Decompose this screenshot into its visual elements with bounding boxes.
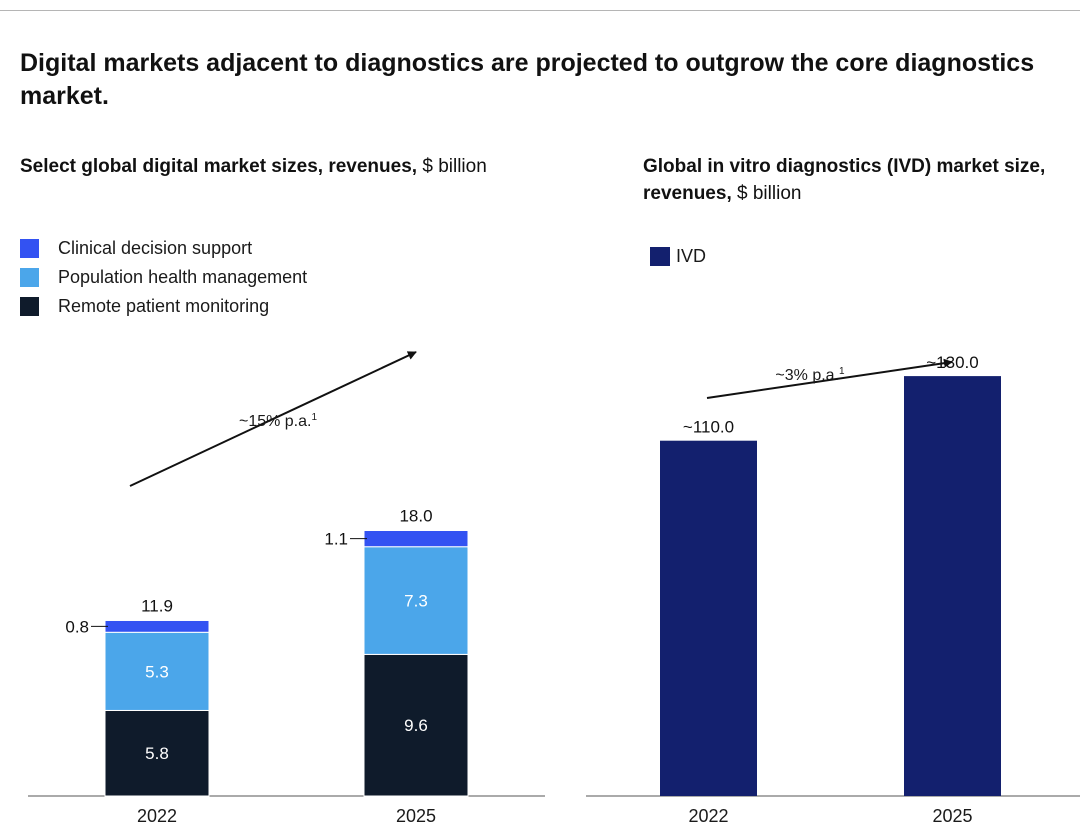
- legend-swatch-population: [20, 268, 39, 287]
- ivd-chart-title: Global in vitro diagnostics (IVD) market…: [643, 153, 1073, 207]
- x-tick-label-2025: 2025: [396, 806, 436, 826]
- data-label-remote-patient-monitoring-2022: 5.8: [145, 744, 169, 763]
- legend-label-clinical: Clinical decision support: [58, 238, 253, 258]
- legend-item-population-health-management: Population health management: [20, 263, 307, 292]
- data-label-clinical-decision-support-2025: 1.1: [324, 530, 348, 549]
- data-label-population-health-management-2025: 7.3: [404, 592, 428, 611]
- bar-clinical-decision-support-2025: [363, 530, 469, 548]
- bar-remote-patient-monitoring-2022: [104, 709, 210, 797]
- digital-chart-title: Select global digital market sizes, reve…: [20, 153, 590, 180]
- x-tick-label-2022: 2022: [137, 806, 177, 826]
- legend-item-remote-patient-monitoring: Remote patient monitoring: [20, 292, 307, 321]
- bar-remote-patient-monitoring-2025: [363, 653, 469, 797]
- legend-label-ivd: IVD: [676, 246, 707, 266]
- total-label-2025: 18.0: [399, 507, 432, 526]
- digital-chart-unit: $ billion: [422, 156, 487, 177]
- x-tick-label-ivd-2025: 2025: [932, 806, 972, 826]
- legend-swatch-remote: [20, 297, 39, 316]
- legend-swatch-clinical: [20, 239, 39, 258]
- bar-population-health-management-2022: [104, 631, 210, 711]
- digital-growth-label: ~15% p.a.1: [239, 412, 318, 430]
- legend-item-ivd: IVD: [650, 242, 706, 271]
- bar-clinical-decision-support-2022: [104, 619, 210, 633]
- data-label-population-health-management-2022: 5.3: [145, 662, 169, 681]
- digital-chart-legend: Clinical decision support Population hea…: [20, 234, 307, 321]
- data-label-remote-patient-monitoring-2025: 9.6: [404, 716, 428, 735]
- legend-swatch-ivd: [650, 247, 670, 266]
- ivd-growth-arrow: [706, 358, 953, 399]
- digital-markets-chart: 5.8 5.3 0.8 11.9 2022 9.6 7.3 1.1 18.0 2025 ~15% p…: [28, 351, 545, 826]
- total-label-2022: 11.9: [141, 596, 173, 615]
- data-label-ivd-2022: ~110.0: [683, 418, 734, 437]
- chart-headline: Digital markets adjacent to diagnostics …: [20, 49, 1035, 110]
- top-divider: [0, 10, 1080, 11]
- digital-chart-title-text: Select global digital market sizes, reve…: [20, 156, 418, 177]
- ivd-growth-label: ~3% p.a.1: [775, 366, 845, 384]
- x-tick-label-ivd-2022: 2022: [688, 806, 728, 826]
- ivd-chart-unit: $ billion: [737, 183, 802, 204]
- bar-ivd-2022: [660, 440, 757, 796]
- bar-ivd-2025: [904, 376, 1001, 796]
- ivd-chart-legend: IVD: [650, 242, 706, 271]
- data-label-clinical-decision-support-2022: 0.8: [65, 617, 89, 636]
- legend-label-remote: Remote patient monitoring: [58, 296, 270, 316]
- digital-growth-arrow: [129, 351, 417, 487]
- data-label-ivd-2025: ~130.0: [926, 353, 978, 372]
- legend-label-population: Population health management: [58, 267, 308, 287]
- ivd-chart-title-text: Global in vitro diagnostics (IVD) market…: [643, 156, 1046, 204]
- legend-item-clinical-decision-support: Clinical decision support: [20, 234, 307, 263]
- ivd-market-chart: ~110.0 2022 ~130.0 2025 ~3% p.a.1: [586, 353, 1080, 826]
